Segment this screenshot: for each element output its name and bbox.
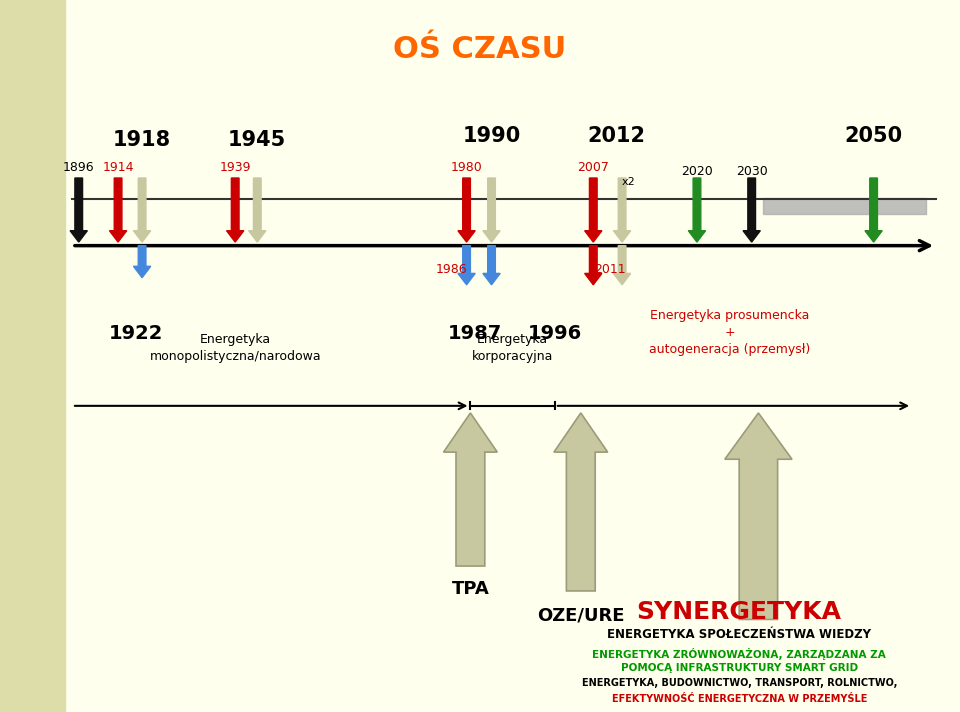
Text: 1980: 1980 [450,162,483,174]
Text: 2011: 2011 [594,263,625,276]
FancyArrow shape [585,178,602,242]
FancyArrow shape [458,246,475,285]
Text: 1987: 1987 [448,324,502,343]
Text: OZE/URE: OZE/URE [537,607,625,624]
FancyArrow shape [458,178,475,242]
Text: 2050: 2050 [845,126,902,146]
Text: 1914: 1914 [103,162,133,174]
Text: Energetyka prosumencka
+
autogeneracja (przemysł): Energetyka prosumencka + autogeneracja (… [649,309,810,356]
FancyArrow shape [554,413,608,591]
Text: 2030: 2030 [735,165,768,178]
Text: ENERGETYKA SPOŁECZEŃSTWA WIEDZY: ENERGETYKA SPOŁECZEŃSTWA WIEDZY [608,628,872,641]
Text: 1922: 1922 [109,324,163,343]
FancyArrow shape [109,178,127,242]
FancyArrow shape [444,413,497,566]
FancyArrow shape [133,246,151,278]
Text: ENERGETYKA, BUDOWNICTWO, TRANSPORT, ROLNICTWO,: ENERGETYKA, BUDOWNICTWO, TRANSPORT, ROLN… [582,678,897,688]
Text: 1939: 1939 [220,162,251,174]
FancyArrow shape [133,178,151,242]
FancyArrow shape [227,178,244,242]
Text: 1918: 1918 [113,130,171,150]
FancyArrow shape [70,178,87,242]
Text: Energetyka
monopolistyczna/narodowa: Energetyka monopolistyczna/narodowa [150,333,321,363]
Bar [763,198,926,214]
Text: SYNERGETYKA: SYNERGETYKA [636,600,842,624]
Text: 1996: 1996 [528,324,582,343]
FancyArrow shape [613,246,631,285]
Text: ENERGETYKA ZRÓWNOWAŻONA, ZARZĄDZANA ZA
POMOCĄ INFRASTRUKTURY SMART GRID: ENERGETYKA ZRÓWNOWAŻONA, ZARZĄDZANA ZA P… [592,648,886,674]
Text: Energetyka
korporacyjna: Energetyka korporacyjna [472,333,553,363]
FancyArrow shape [688,178,706,242]
Text: 2020: 2020 [681,165,713,178]
Text: 1986: 1986 [436,263,467,276]
Text: 2012: 2012 [588,126,645,146]
Text: EFEKTYWNOŚĆ ENERGETYCZNA W PRZEMYŚLE: EFEKTYWNOŚĆ ENERGETYCZNA W PRZEMYŚLE [612,694,867,704]
Text: 1945: 1945 [228,130,286,150]
Text: 1896: 1896 [63,162,94,174]
FancyArrow shape [865,178,882,242]
FancyArrow shape [585,246,602,285]
Text: 1990: 1990 [463,126,520,146]
FancyArrow shape [743,178,760,242]
FancyArrow shape [483,246,500,285]
FancyArrow shape [613,178,631,242]
FancyArrow shape [249,178,266,242]
FancyArrow shape [725,413,792,619]
Text: x2: x2 [622,177,636,187]
Bar [0,0,65,712]
Text: 2007: 2007 [577,162,610,174]
FancyArrow shape [483,178,500,242]
Text: OŚ CZASU: OŚ CZASU [394,36,566,64]
Text: TPA: TPA [451,580,490,598]
